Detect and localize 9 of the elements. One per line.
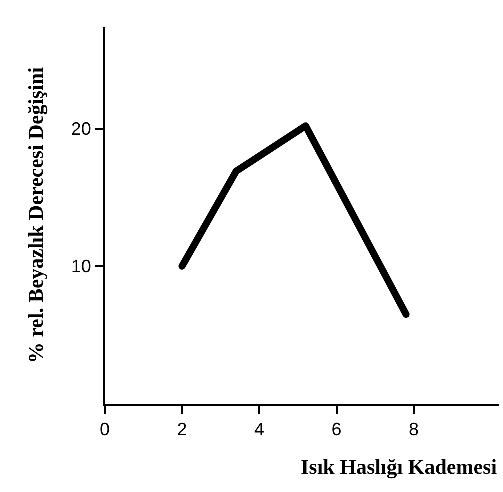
x-tick-label: 0 [100, 420, 110, 440]
x-tick-label: 6 [332, 420, 342, 440]
y-axis-title: % rel. Beyazlık Derecesi Değişini [24, 67, 48, 364]
y-tick-label: 10 [71, 256, 92, 277]
x-tick-label: 8 [409, 420, 420, 440]
y-tick-label: 20 [71, 119, 92, 140]
x-tick-label: 2 [177, 420, 188, 440]
x-axis-title: Isık Haslığı Kademesi [301, 455, 498, 479]
x-tick-label: 4 [254, 420, 265, 440]
